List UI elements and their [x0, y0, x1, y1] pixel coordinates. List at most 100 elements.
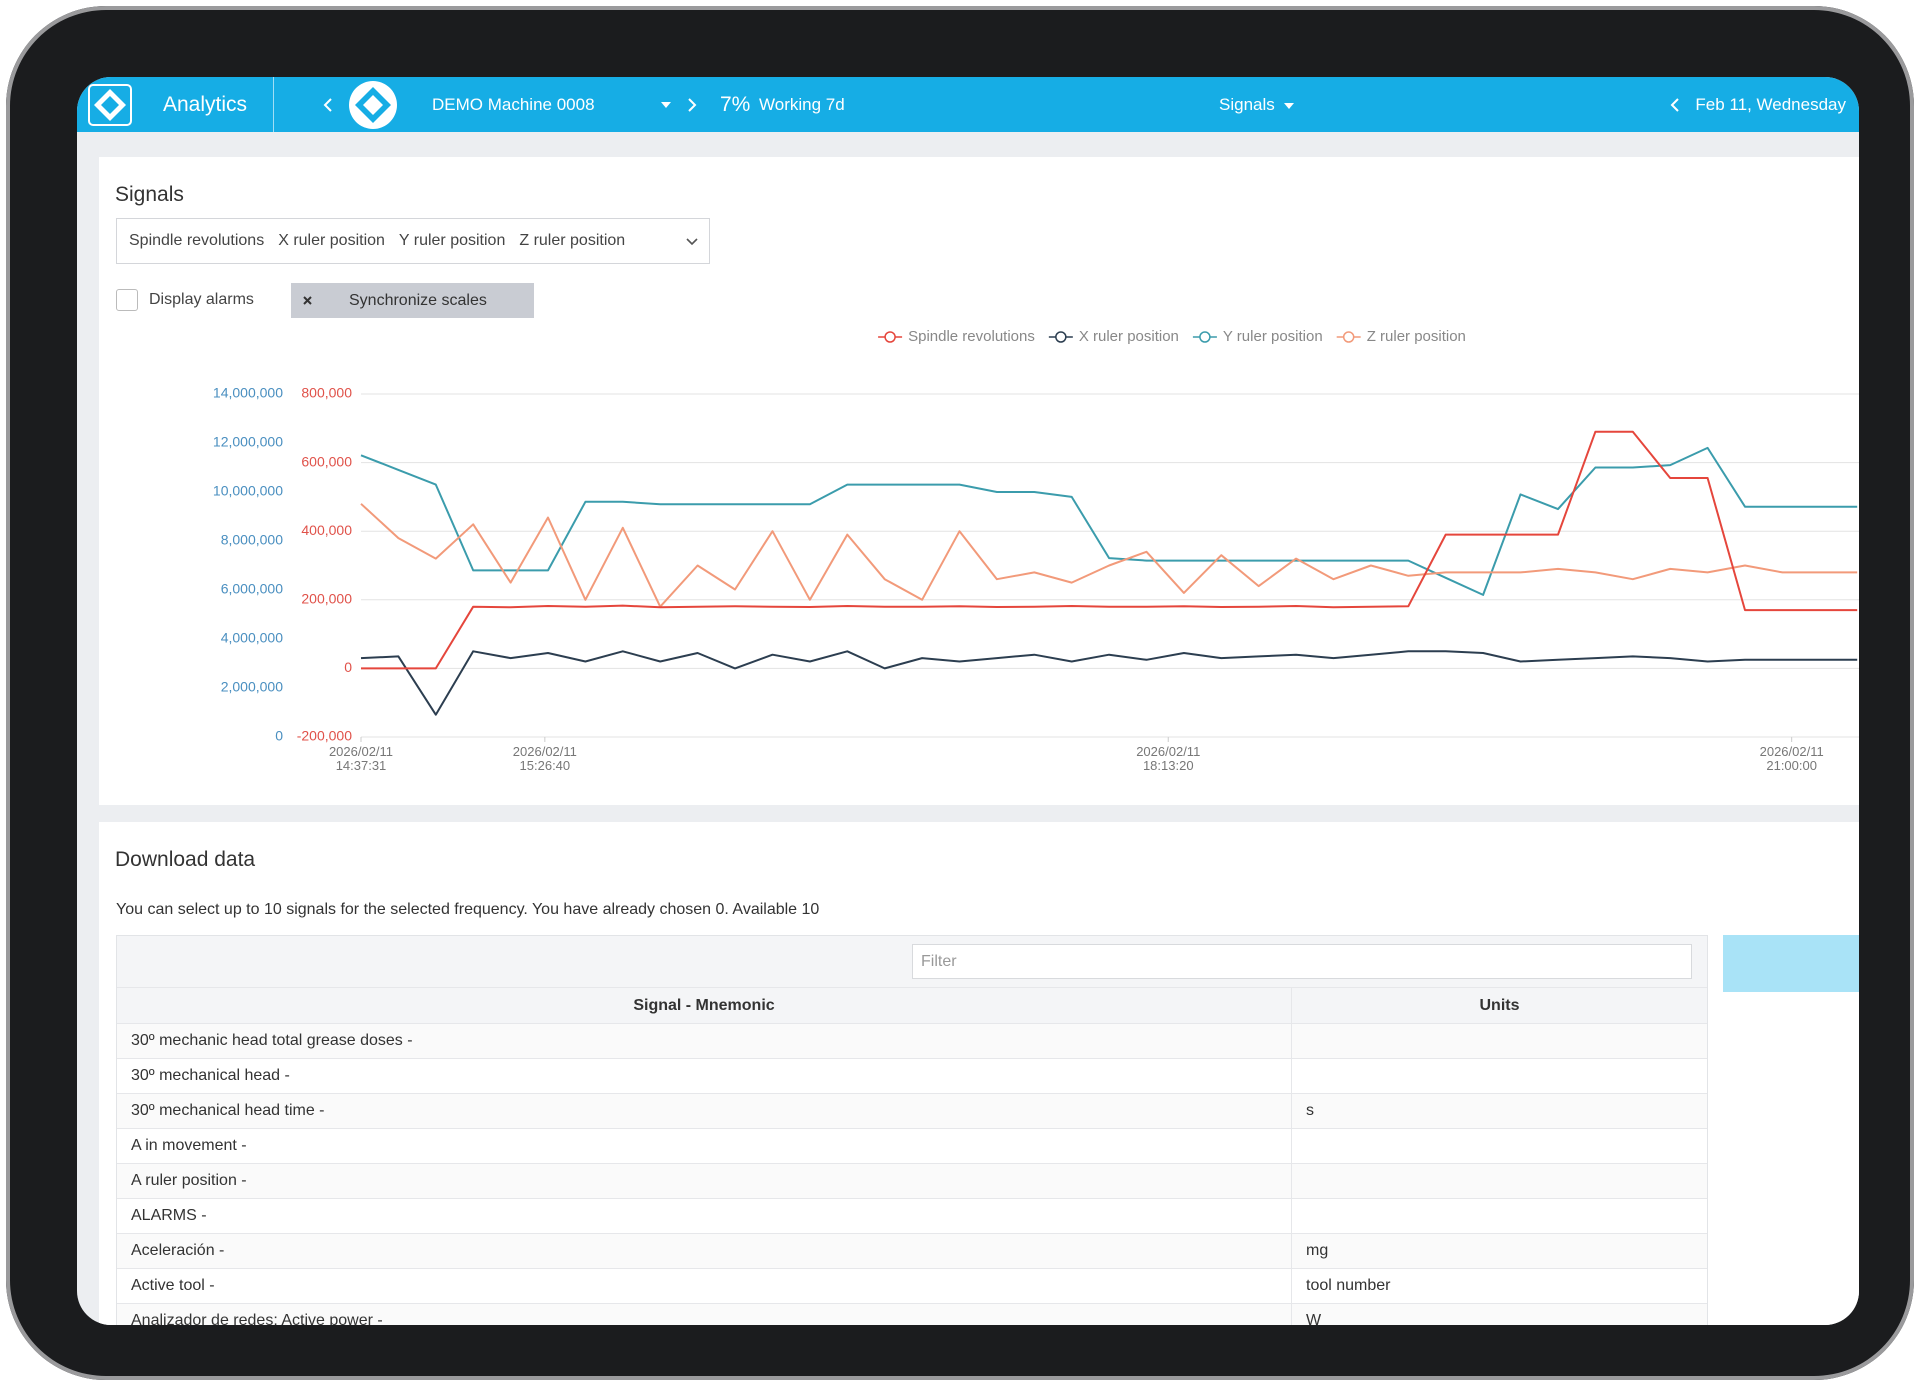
download-button[interactable] [1723, 935, 1859, 992]
signals-card: -200,000 0 200,000 400,000 600,000 800,000 0 2,… [99, 157, 1859, 805]
sync-button[interactable]: Synchronize scales [291, 283, 534, 318]
series-line [361, 430, 1858, 670]
legend-marker [884, 331, 896, 343]
logo[interactable] [87, 83, 133, 127]
checkbox-label[interactable]: Display alarms [149, 291, 254, 308]
section-title: Download data [115, 848, 256, 871]
signal-cell: A in movement - [117, 1129, 1292, 1163]
series-line [360, 446, 1858, 596]
y2-tick-label: 0 [344, 659, 352, 675]
y2-tick-label: 400,000 [301, 522, 352, 538]
prev-date[interactable] [1669, 97, 1681, 113]
y2-tick-label: 200,000 [301, 591, 352, 607]
y2-tick-label: -200,000 [297, 728, 352, 744]
y-tick-label: 2,000,000 [221, 679, 283, 695]
series-line [360, 503, 1858, 608]
screen: Analytics DEMO Machine 0008 7% Working 7… [77, 77, 1859, 1325]
units-cell: tool number [1306, 1277, 1391, 1294]
y2-tick-label: 600,000 [301, 453, 352, 469]
filter-row: Filter [117, 936, 1707, 987]
status-percent: 7% [720, 93, 751, 116]
signal-cell: Analizador de redes: Active power - [117, 1304, 1292, 1325]
app-name: Analytics [163, 93, 248, 116]
selected-signal[interactable]: Z ruler position [519, 232, 626, 249]
series-line [360, 650, 1858, 716]
signal-cell: ALARMS - [117, 1199, 1292, 1233]
table-row: 30º mechanical head time - s [117, 1093, 1707, 1128]
chart: -200,000 0 200,000 400,000 600,000 800,000 0 2,… [213, 328, 1859, 773]
units-cell [1292, 1199, 1707, 1233]
table-row: 30º mechanic head total grease doses - [117, 1023, 1707, 1058]
legend-label: Z ruler position [1367, 328, 1466, 345]
table-row: Active tool - tool number [117, 1268, 1707, 1303]
y-tick-label: 10,000,000 [213, 483, 283, 499]
x-tick-label: 2026/02/11 21:00:00 [1760, 744, 1824, 773]
menu-caret[interactable] [1283, 101, 1295, 111]
divider [273, 77, 274, 132]
signal-cell: Active tool - [117, 1269, 1292, 1303]
info-text: You can select up to 10 signals for the … [116, 901, 820, 918]
status-text: Working 7d [759, 95, 845, 114]
next-machine[interactable] [686, 97, 698, 113]
section-title: Signals [115, 183, 184, 206]
filter-input[interactable]: Filter [912, 944, 1692, 979]
units-cell: mg [1306, 1242, 1329, 1259]
y-tick-label: 0 [275, 728, 283, 744]
checkbox[interactable] [116, 289, 138, 311]
signal-table: Filter Signal - Mnemonic Units 30º mecha… [116, 935, 1708, 1325]
legend-label: X ruler position [1079, 328, 1179, 345]
table-body: 30º mechanic head total grease doses -30… [117, 1023, 1707, 1325]
column-header: Signal - Mnemonic [117, 988, 1292, 1023]
table-row: A ruler position - [117, 1163, 1707, 1198]
selected-signal[interactable]: Y ruler position [398, 232, 506, 249]
table-row: Aceleración - mg [117, 1233, 1707, 1268]
legend-marker [1342, 331, 1355, 343]
download-card: Download data You can select up to 10 si… [99, 822, 1859, 1325]
legend-label: Spindle revolutions [908, 328, 1035, 345]
table-row: A in movement - [117, 1128, 1707, 1163]
signal-select[interactable]: Spindle revolutions X ruler position Y rul… [116, 218, 710, 264]
selected-signal[interactable]: X ruler position [278, 232, 385, 249]
y2-tick-label: 800,000 [301, 385, 352, 401]
y-tick-label: 8,000,000 [221, 532, 283, 548]
signals-menu[interactable]: Signals [1219, 95, 1275, 114]
machine-name[interactable]: DEMO Machine 0008 [432, 95, 595, 114]
sync-label[interactable]: Synchronize scales [349, 292, 487, 309]
legend: Spindle revolutions X ruler position Y rul… [878, 328, 1466, 345]
table-header: Signal - Mnemonic Units [117, 987, 1707, 1023]
table-row: 30º mechanical head - [117, 1058, 1707, 1093]
tablet-frame: Analytics DEMO Machine 0008 7% Working 7… [6, 6, 1914, 1380]
legend-label: Y ruler position [1223, 328, 1323, 345]
column-header: Units [1479, 996, 1520, 1014]
units-cell [1292, 1024, 1707, 1058]
prev-machine[interactable] [322, 97, 334, 113]
x-tick-label: 2026/02/11 14:37:31 [329, 744, 393, 773]
signal-cell: 30º mechanic head total grease doses - [117, 1024, 1292, 1058]
x-tick-label: 2026/02/11 15:26:40 [513, 744, 577, 773]
y-tick-label: 6,000,000 [221, 581, 283, 597]
machine-dropdown[interactable] [660, 100, 672, 110]
signal-cell: 30º mechanical head - [117, 1059, 1292, 1093]
units-cell [1292, 1164, 1707, 1198]
legend-marker [1199, 331, 1211, 343]
y-tick-label: 4,000,000 [221, 630, 283, 646]
machine-logo [349, 81, 397, 129]
units-cell: s [1306, 1102, 1314, 1119]
date: Feb 11, Wednesday [1695, 95, 1846, 114]
close-icon[interactable] [302, 295, 313, 306]
selected-signal[interactable]: Spindle revolutions [129, 232, 265, 249]
y-tick-label: 14,000,000 [213, 385, 283, 401]
units-cell [1292, 1129, 1707, 1163]
units-cell: W [1306, 1312, 1322, 1325]
select-chevron[interactable] [685, 236, 699, 248]
signal-cell: A ruler position - [117, 1164, 1292, 1198]
table-row: ALARMS - [117, 1198, 1707, 1233]
units-cell [1292, 1059, 1707, 1093]
top-bar: Analytics DEMO Machine 0008 7% Working 7… [77, 77, 1859, 132]
signal-cell: 30º mechanical head time - [117, 1094, 1292, 1128]
table-row: Analizador de redes: Active power - W [117, 1303, 1707, 1325]
x-tick-label: 2026/02/11 18:13:20 [1136, 744, 1200, 773]
signal-cell: Aceleración - [117, 1234, 1292, 1268]
y-tick-label: 12,000,000 [213, 434, 283, 450]
